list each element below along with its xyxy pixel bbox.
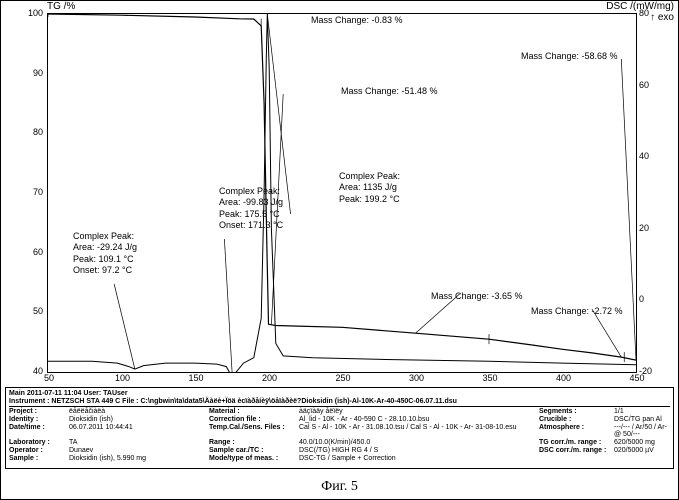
meta-cell: Project : [9,408,69,416]
meta-cell: Dunaev [69,447,209,455]
meta-rows: Project :ëåëëåčiàëàMaterial :àäçïàäy åëï… [9,408,670,462]
y-left-tick: 70 [25,187,43,197]
meta-cell: Correction file : [209,416,299,424]
meta-cell: 1/1 [614,408,670,416]
meta-cell: ëåëëåčiàëà [69,408,209,416]
x-tick: 200 [258,373,282,383]
meta-row: Laboratory :TARange :40.0/10.0(K/min)/45… [9,439,670,447]
cp2-onset: Onset: 171.3 °C [219,220,283,231]
meta-cell: TA [69,439,209,447]
meta-cell: 06.07.2011 10:44:41 [69,424,209,439]
meta-cell: Sample : [9,455,69,463]
meta-cell: Dioksidin (ish) [69,416,209,424]
meta-row: Operator :DunaevSample car./TC :DSC(/TG)… [9,447,670,455]
meta-instrument: Instrument : NETZSCH STA 449 C File : C:… [9,398,670,408]
cp3-peak: Peak: 199.2 °C [339,194,400,205]
meta-cell: DSC/TG pan Al [614,416,670,424]
cp1-title: Complex Peak: [73,231,137,242]
y-right-exo-label: ↑ exo [650,12,674,23]
meta-cell: ---/--- / Ar/50 / Ar-@ 50/--- [614,424,670,439]
y-left-tick: 60 [25,247,43,257]
figure-caption: Фиг. 5 [1,479,678,495]
complex-peak-3: Complex Peak: Area: 1135 J/g Peak: 199.2… [339,171,400,205]
meta-cell: DSC-TG / Sample + Correction [299,455,539,463]
mass-change-annotation-4: Mass Change: -3.65 % [431,291,523,302]
mass-change-annotation-2: Mass Change: -51.48 % [341,86,438,97]
y-right-tick: 80 [639,8,649,18]
meta-row: Identity :Dioksidin (ish)Correction file… [9,416,670,424]
cp2-peak: Peak: 175.5 °C [219,209,283,220]
meta-cell: Temp.Cal./Sens. Files : [209,424,299,439]
meta-cell: Sample car./TC : [209,447,299,455]
meta-cell: 40.0/10.0(K/min)/450.0 [299,439,539,447]
meta-cell: Laboratory : [9,439,69,447]
metadata-panel: Main 2011-07-11 11:04 User: TAUser Instr… [5,387,674,469]
y-left-tick: 90 [25,68,43,78]
meta-cell: Date/time : [9,424,69,439]
y-left-axis-label: TG /% [47,1,75,12]
cp3-title: Complex Peak: [339,171,400,182]
y-right-tick: 0 [639,294,644,304]
cp1-area: Area: -29.24 J/g [73,242,137,253]
meta-cell: DSC(/TG) HIGH RG 4 / S [299,447,539,455]
complex-peak-1: Complex Peak: Area: -29.24 J/g Peak: 109… [73,231,137,276]
meta-cell: Crucible : [539,416,614,424]
meta-cell: 020/5000 µV [614,447,670,455]
cp2-title: Complex Peak: [219,186,283,197]
x-tick: 150 [184,373,208,383]
meta-row: Date/time :06.07.2011 10:44:41Temp.Cal./… [9,424,670,439]
x-tick: 100 [111,373,135,383]
meta-cell: àäçïàäy åëïëy [299,408,539,416]
complex-peak-2: Complex Peak: Area: -99.83 J/g Peak: 175… [219,186,283,231]
cp3-area: Area: 1135 J/g [339,182,400,193]
cp1-peak: Peak: 109.1 °C [73,254,137,265]
cp1-onset: Onset: 97.2 °C [73,265,137,276]
mass-change-annotation-3: Mass Change: -58.68 % [521,51,618,62]
meta-cell: Material : [209,408,299,416]
x-tick: 350 [478,373,502,383]
mass-change-annotation-5: Mass Change: -2.72 % [531,306,623,317]
meta-cell: Al_lid - 10K - Ar - 40-590 C - 28.10.10.… [299,416,539,424]
meta-cell: 620/5000 mg [614,439,670,447]
chart-frame: TG /% DSC /(mW/mg) ↑ exo Temperature /°C… [0,0,679,500]
cp2-area: Area: -99.83 J/g [219,197,283,208]
meta-cell: Atmosphere : [539,424,614,439]
mass-change-annotation-1: Mass Change: -0.83 % [311,15,403,26]
meta-cell: Segments : [539,408,614,416]
meta-row: Project :ëåëëåčiàëàMaterial :àäçïàäy åëï… [9,408,670,416]
x-tick: 400 [552,373,576,383]
y-left-tick: 50 [25,306,43,316]
x-tick: 250 [331,373,355,383]
y-left-tick: 100 [25,8,43,18]
y-right-tick: 20 [639,223,649,233]
meta-header: Main 2011-07-11 11:04 User: TAUser [9,390,670,398]
x-tick: 450 [625,373,649,383]
meta-cell: DSC corr./m. range : [539,447,614,455]
meta-cell: Range : [209,439,299,447]
y-right-tick: 60 [639,80,649,90]
y-right-tick: 40 [639,151,649,161]
x-tick: 300 [405,373,429,383]
meta-cell: Operator : [9,447,69,455]
meta-cell: Cal S - Al - 10K - Ar - 31.08.10.tsu / C… [299,424,539,439]
meta-cell: Identity : [9,416,69,424]
meta-cell [539,455,614,463]
y-left-tick: 80 [25,127,43,137]
meta-cell: Mode/type of meas. : [209,455,299,463]
meta-cell: Dioksidin (ish), 5.990 mg [69,455,209,463]
meta-row: Sample :Dioksidin (ish), 5.990 mgMode/ty… [9,455,670,463]
meta-cell: TG corr./m. range : [539,439,614,447]
meta-cell [614,455,670,463]
x-tick: 50 [37,373,61,383]
